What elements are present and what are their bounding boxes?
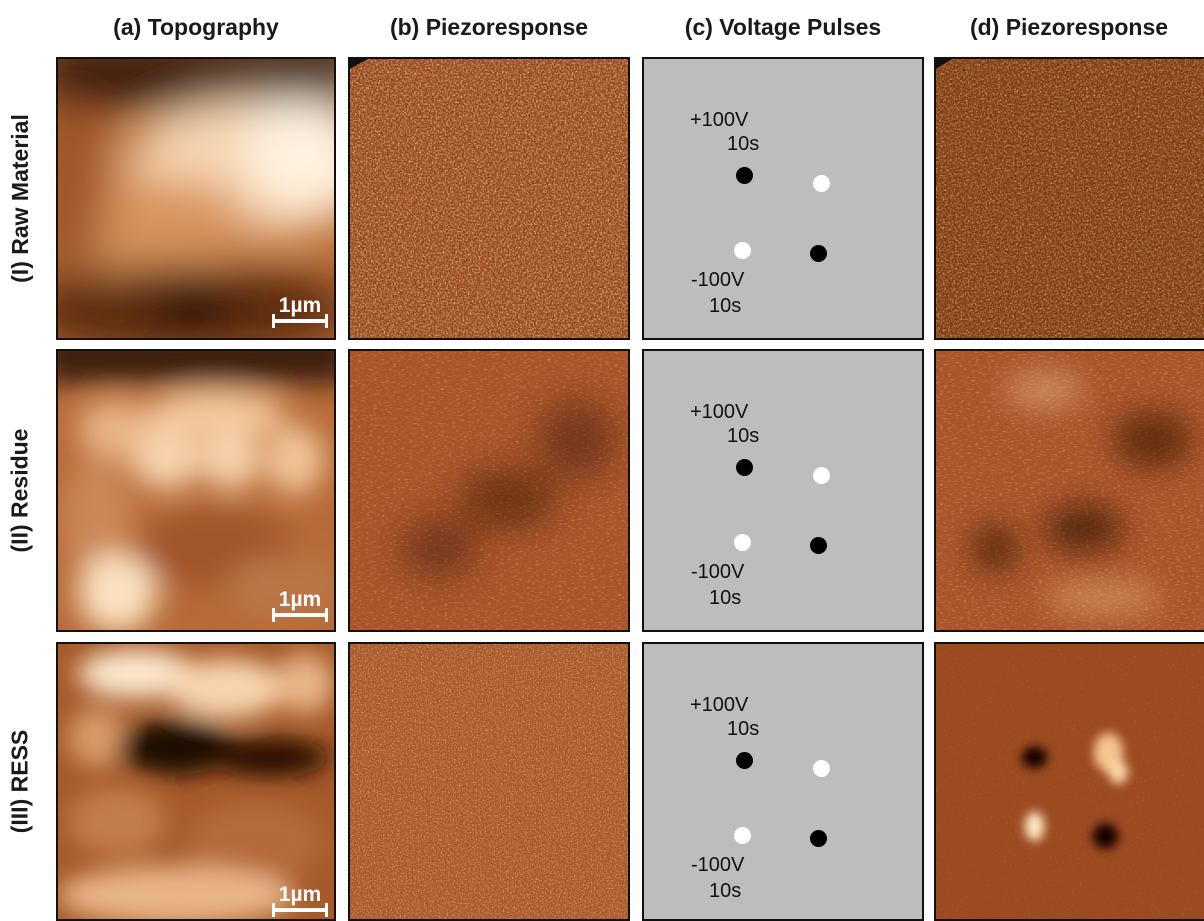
positive-pulse-dot	[810, 537, 827, 554]
negative-pulse-dot	[813, 467, 830, 484]
scale-bar-label: 1µm	[278, 588, 322, 611]
negative-pulse-duration: 10s	[709, 880, 742, 902]
positive-pulse-dot	[736, 459, 753, 476]
topography-panel-raw-material: 1µm	[56, 57, 336, 340]
negative-pulse-voltage: -100V	[691, 854, 745, 876]
column-header-piezoresponse-before: (b) Piezoresponse	[389, 14, 589, 40]
column-header-piezoresponse-after: (d) Piezoresponse	[969, 14, 1169, 40]
column-header-voltage-pulses: (c) Voltage Pulses	[684, 14, 882, 40]
positive-pulse-voltage: +100V	[690, 109, 749, 131]
row-label-residue: (II) Residue	[6, 428, 33, 553]
piezoresponse-before-panel-residue	[348, 349, 630, 632]
negative-pulse-dot	[734, 827, 751, 844]
piezoresponse-after-panel-residue	[934, 349, 1204, 632]
positive-pulse-duration: 10s	[727, 133, 760, 155]
scale-bar: 1µm	[272, 588, 328, 622]
voltage-pulses-panel-residue: +100V 10s -100V 10s	[642, 349, 924, 632]
positive-pulse-duration: 10s	[727, 718, 760, 740]
row-label-ress: (III) RESS	[6, 729, 33, 834]
positive-pulse-dot	[736, 167, 753, 184]
negative-pulse-duration: 10s	[709, 295, 742, 317]
positive-pulse-voltage: +100V	[690, 694, 749, 716]
scale-bar: 1µm	[272, 883, 328, 917]
scale-bar-label: 1µm	[278, 294, 322, 317]
positive-pulse-dot	[810, 245, 827, 262]
piezoresponse-after-panel-ress	[934, 642, 1204, 921]
voltage-pulses-panel-ress: +100V 10s -100V 10s	[642, 642, 924, 921]
topography-panel-residue: 1µm	[56, 349, 336, 632]
negative-pulse-dot	[734, 534, 751, 551]
negative-pulse-dot	[813, 175, 830, 192]
column-header-topography: (a) Topography	[113, 14, 279, 40]
negative-pulse-voltage: -100V	[691, 269, 745, 291]
positive-pulse-voltage: +100V	[690, 401, 749, 423]
topography-panel-ress: 1µm	[56, 642, 336, 921]
scale-bar: 1µm	[272, 294, 328, 328]
negative-pulse-voltage: -100V	[691, 561, 745, 583]
negative-pulse-dot	[734, 242, 751, 259]
piezoresponse-before-panel-raw-material	[348, 57, 630, 340]
negative-pulse-duration: 10s	[709, 587, 742, 609]
row-label-raw-material: (I) Raw Material	[6, 114, 33, 283]
positive-pulse-dot	[810, 830, 827, 847]
piezoresponse-after-panel-raw-material	[934, 57, 1204, 340]
scale-bar-label: 1µm	[278, 883, 322, 906]
negative-pulse-dot	[813, 760, 830, 777]
piezoresponse-before-panel-ress	[348, 642, 630, 921]
positive-pulse-dot	[736, 752, 753, 769]
positive-pulse-duration: 10s	[727, 425, 760, 447]
voltage-pulses-panel-raw-material: +100V 10s -100V 10s	[642, 57, 924, 340]
